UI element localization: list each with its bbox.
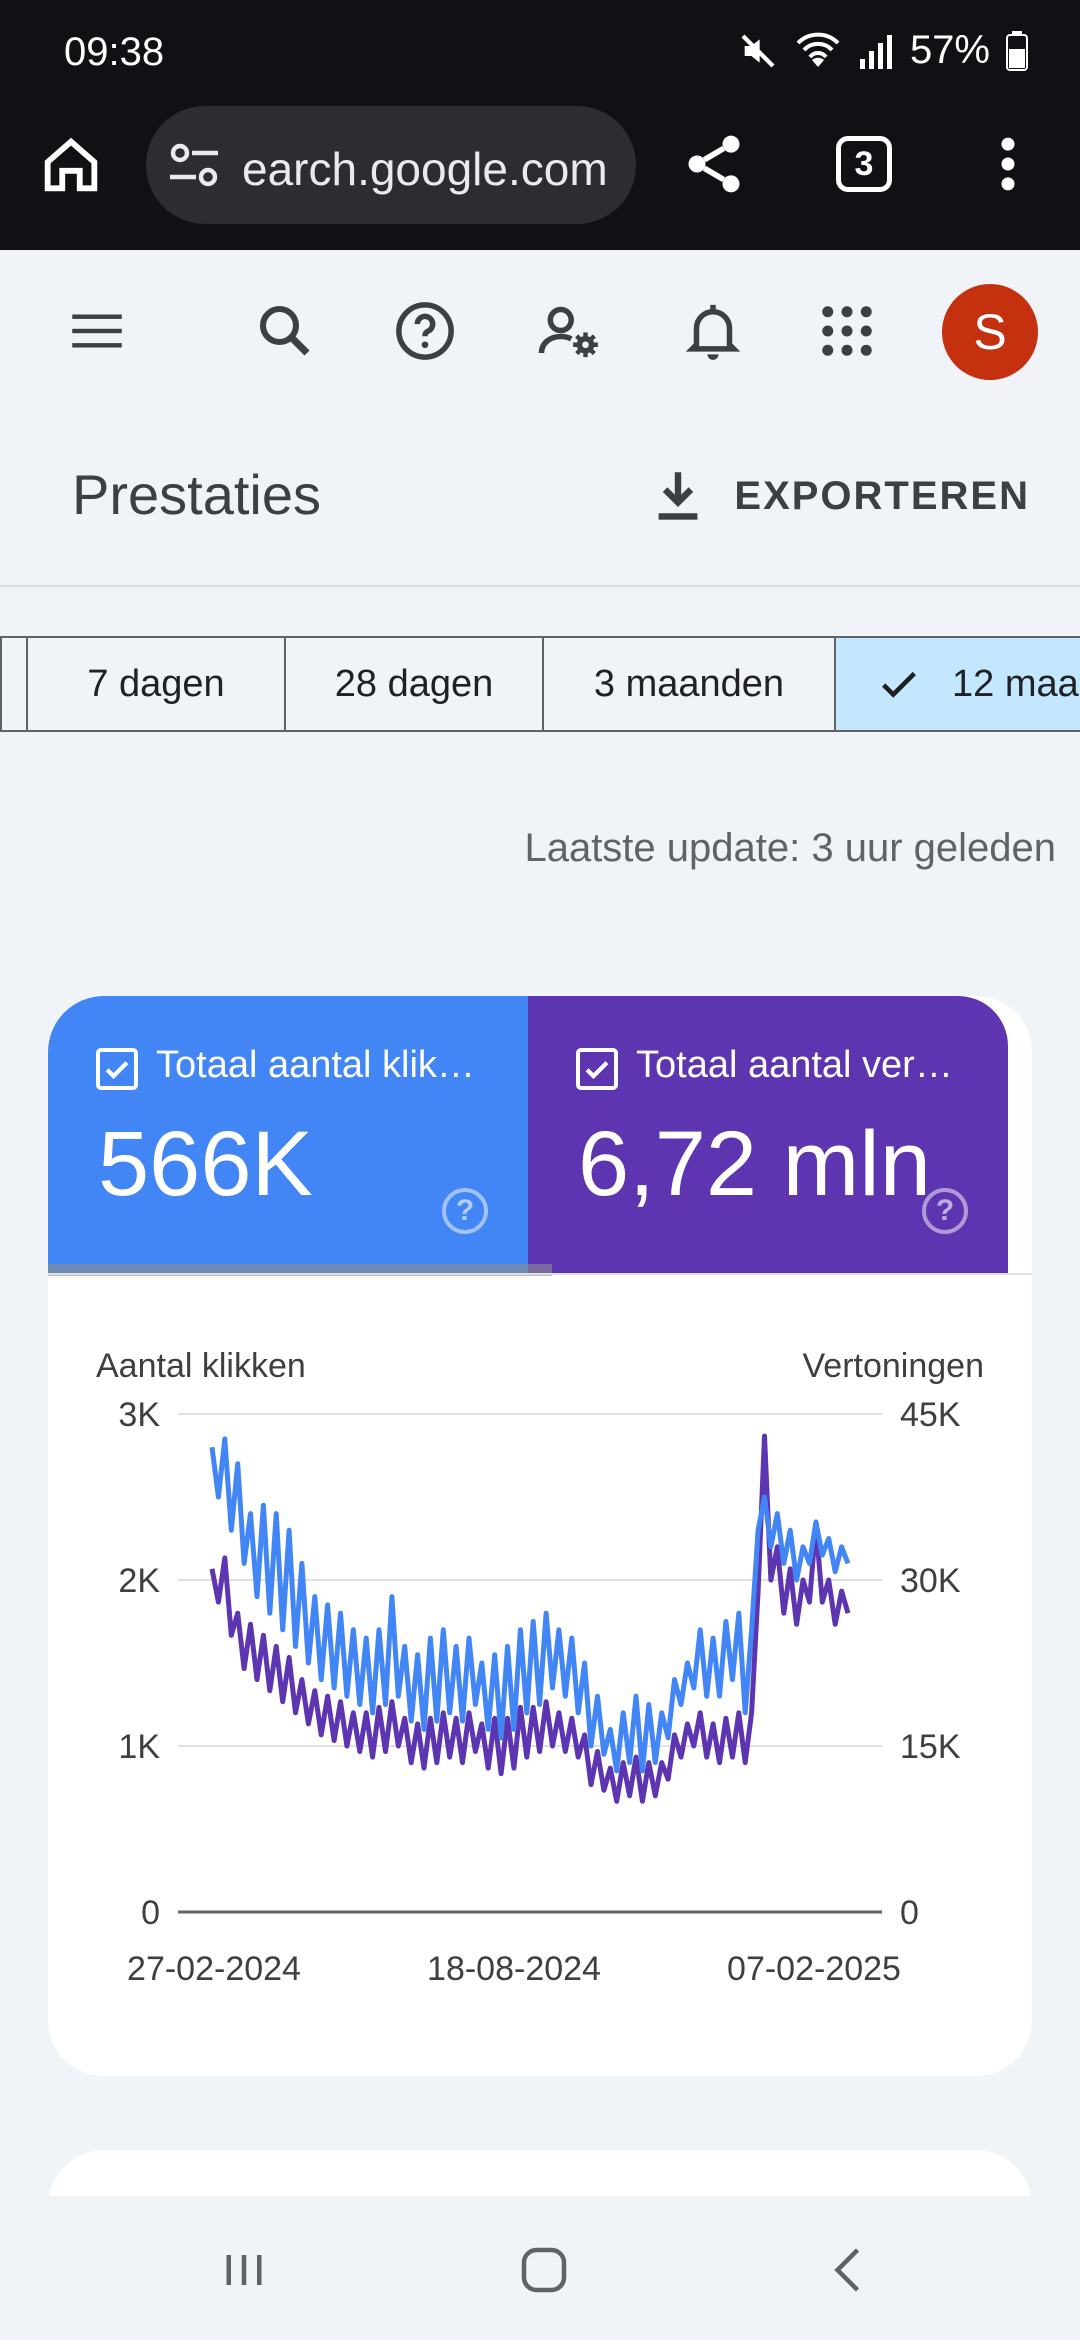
left-axis-label: Aantal klikken <box>96 1347 306 1385</box>
home-nav-button[interactable] <box>512 2240 576 2305</box>
range-3-months[interactable]: 3 maanden <box>542 638 834 730</box>
browser-menu-button[interactable] <box>990 130 1026 203</box>
check-icon <box>882 671 916 698</box>
url-text[interactable]: earch.google.com <box>242 143 608 195</box>
recents-icon <box>226 2255 262 2285</box>
account-avatar[interactable]: S <box>942 284 1038 380</box>
page-title: Prestaties <box>72 463 321 526</box>
download-icon <box>659 472 698 520</box>
site-settings-icon[interactable] <box>166 140 222 190</box>
metric-value: 6,72 mln <box>578 1113 931 1215</box>
impressions-series-line <box>209 1433 851 1804</box>
share-button[interactable] <box>680 130 748 203</box>
status-icons: 57% <box>738 28 1028 73</box>
address-bar[interactable]: earch.google.com <box>146 106 636 224</box>
range-label: 3 maanden <box>593 662 785 705</box>
back-button[interactable] <box>820 2240 880 2305</box>
home-icon <box>44 137 98 192</box>
range-12-months[interactable]: 12 maanden <box>834 638 1080 730</box>
metric-total-clicks[interactable]: Totaal aantal klik… 566K ? <box>48 996 528 1274</box>
range-label: 12 maanden <box>952 662 1080 705</box>
left-tick-label: 3K <box>118 1396 160 1434</box>
menu-button[interactable] <box>64 298 130 369</box>
range-label: 28 dagen <box>334 662 494 705</box>
left-tick-label: 0 <box>141 1894 160 1932</box>
x-tick-label: 27-02-2024 <box>127 1950 301 1988</box>
search-icon <box>259 305 310 356</box>
right-axis-label: Vertoningen <box>803 1347 985 1385</box>
x-axis-ticks: 27-02-2024 18-08-2024 07-02-2025 <box>127 1950 901 1988</box>
last-update-text: Laatste update: 3 uur geleden <box>524 826 1056 870</box>
recents-button[interactable] <box>214 2240 274 2305</box>
header-divider <box>0 585 1080 587</box>
apps-grid-icon <box>822 306 872 356</box>
left-tick-label: 2K <box>118 1562 160 1600</box>
browser-toolbar: earch.google.com 3 <box>0 100 1080 230</box>
performance-card: Totaal aantal klik… 566K ? Totaal aantal… <box>48 996 1032 2076</box>
battery-percent: 57% <box>909 28 990 72</box>
metric-value: 566K <box>98 1113 313 1215</box>
metric-divider <box>48 1273 1032 1275</box>
check-icon <box>585 1061 609 1080</box>
metric-label: Totaal aantal ver… <box>636 1044 953 1086</box>
home-circle-icon <box>521 2247 567 2293</box>
page-header: Prestaties EXPORTEREN <box>0 440 1080 550</box>
apps-button[interactable] <box>814 298 880 369</box>
metric-label: Totaal aantal klik… <box>156 1044 475 1086</box>
right-tick-label: 30K <box>900 1562 961 1600</box>
hamburger-icon <box>72 314 122 348</box>
x-tick-label: 07-02-2025 <box>727 1950 901 1988</box>
right-tick-label: 45K <box>900 1396 961 1434</box>
range-label: 7 dagen <box>87 662 225 705</box>
system-nav-bar <box>0 2196 1080 2340</box>
status-time: 09:38 <box>64 30 165 74</box>
manage-accounts-icon <box>538 306 598 358</box>
help-icon <box>396 302 454 360</box>
check-icon <box>105 1061 129 1080</box>
metric-total-impressions[interactable]: Totaal aantal ver… 6,72 mln ? <box>528 996 1008 1274</box>
tab-switcher-button[interactable]: 3 <box>836 136 892 192</box>
performance-chart: Aantal klikken Vertoningen 0 0 1K 15K 2K 30K 3… <box>96 1347 985 1988</box>
user-settings-button[interactable] <box>536 298 602 369</box>
search-button[interactable] <box>252 298 318 369</box>
x-tick-label: 18-08-2024 <box>427 1950 601 1988</box>
chart-lines <box>209 1433 851 1804</box>
wifi-icon <box>796 32 840 67</box>
right-tick-label: 15K <box>900 1728 961 1766</box>
export-label: EXPORTEREN <box>734 473 1030 518</box>
left-tick-label: 1K <box>118 1728 160 1766</box>
date-range-selector: 7 dagen 28 dagen 3 maanden 12 maanden <box>0 636 1080 732</box>
range-7-days[interactable]: 7 dagen <box>26 638 284 730</box>
help-icon[interactable]: ? <box>442 1188 488 1234</box>
help-icon[interactable]: ? <box>922 1188 968 1234</box>
notifications-button[interactable] <box>680 298 746 369</box>
impressions-checkbox[interactable] <box>576 1048 618 1090</box>
right-tick-label: 0 <box>900 1894 919 1932</box>
clicks-series-line <box>209 1436 851 1774</box>
bell-icon <box>685 304 741 360</box>
range-item-hidden <box>0 638 26 730</box>
help-button[interactable] <box>392 298 458 369</box>
mute-icon <box>741 34 775 67</box>
home-button[interactable] <box>36 130 106 200</box>
more-vert-icon <box>1001 137 1015 191</box>
export-button[interactable]: EXPORTEREN <box>652 468 1030 524</box>
signal-icon <box>859 34 892 69</box>
share-icon <box>688 135 740 193</box>
battery-icon <box>1006 30 1028 71</box>
browser-chrome: 09:38 57% earch.google.com 3 <box>0 0 1080 250</box>
back-chevron-icon <box>834 2248 860 2292</box>
app-bar: S <box>0 250 1080 420</box>
range-28-days[interactable]: 28 dagen <box>284 638 542 730</box>
clicks-checkbox[interactable] <box>96 1048 138 1090</box>
